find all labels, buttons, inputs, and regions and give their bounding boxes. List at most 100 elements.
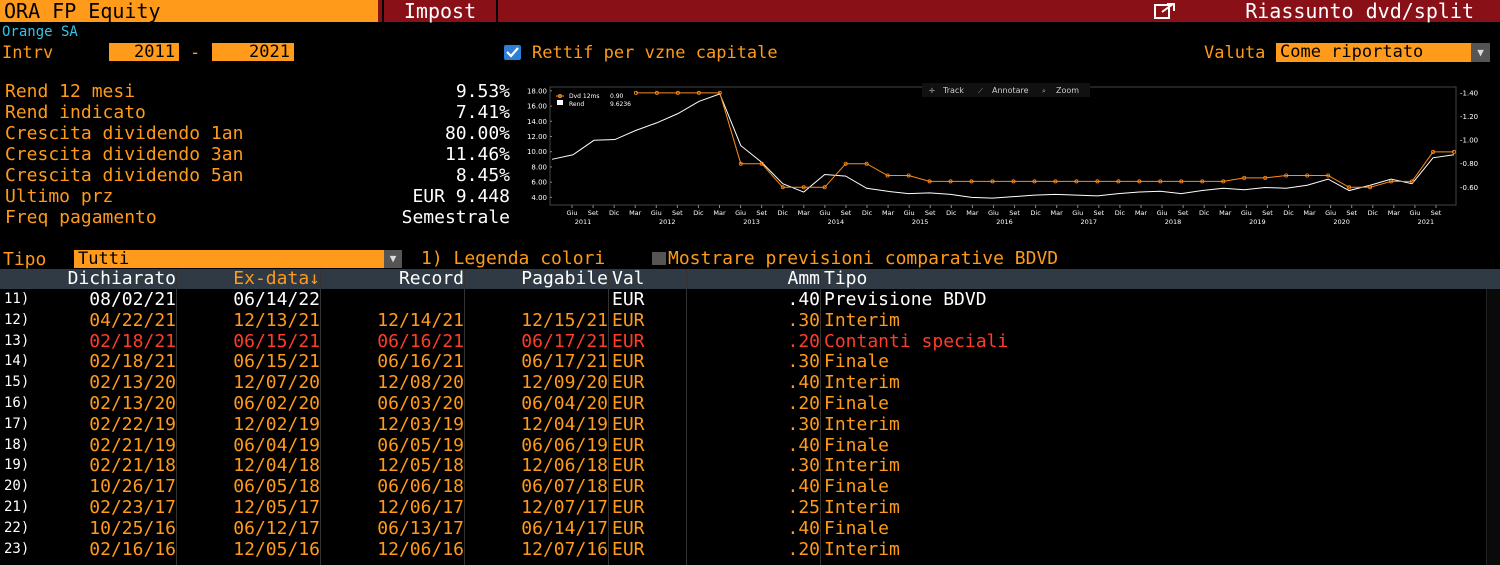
- cell-val: EUR: [612, 330, 645, 352]
- cell-dichiarato: 02/23/17: [89, 497, 176, 518]
- left-axis-tick-label: 8.00: [531, 163, 547, 171]
- chevron-down-icon[interactable]: ▼: [1471, 43, 1490, 62]
- dvd-point: [717, 90, 722, 95]
- col-record[interactable]: Record: [398, 268, 464, 289]
- month-tick-label: Dic: [1030, 209, 1041, 217]
- cell-tipo: Interim: [824, 497, 900, 518]
- table-row[interactable]: 17) 02/22/19 12/02/19 12/03/19 12/04/19 EUR .3…: [0, 414, 1484, 435]
- cell-record: 06/16/21: [377, 351, 464, 373]
- cell-pagabile: 12/04/19: [521, 413, 608, 435]
- table-row[interactable]: 16) 02/13/20 06/02/20 06/03/20 06/04/20 EUR .2…: [0, 393, 1484, 414]
- month-tick-label: Giu: [1157, 209, 1168, 217]
- dvd-point: [1431, 149, 1436, 154]
- tipo-select[interactable]: Tutti: [74, 250, 384, 268]
- cell-ex-data: 06/02/20: [233, 393, 320, 414]
- month-tick-label: Giu: [819, 209, 830, 217]
- cell-dichiarato: 08/02/21: [89, 289, 176, 310]
- table-row[interactable]: 14) 02/18/21 06/15/21 06/16/21 06/17/21 EUR .3…: [0, 351, 1484, 372]
- month-tick-label: Giu: [1325, 209, 1336, 217]
- col-dichiarato[interactable]: Dichiarato: [67, 268, 176, 289]
- cell-record: 06/05/19: [377, 434, 464, 456]
- table-row[interactable]: 21) 02/23/17 12/05/17 12/06/17 12/07/17 EUR .2…: [0, 497, 1484, 518]
- cell-dichiarato: 10/26/17: [89, 476, 176, 498]
- impost-button[interactable]: Impost: [382, 0, 498, 22]
- month-tick-label: Mar: [629, 209, 642, 217]
- table-row[interactable]: 18) 02/21/19 06/04/19 06/05/19 06/06/19 EUR .4…: [0, 435, 1484, 456]
- table-row[interactable]: 11) 08/02/21 06/14/22 EUR .40 Previsione BDVD: [0, 289, 1484, 310]
- year-tick-label: 2015: [912, 218, 929, 226]
- dvd-point: [1074, 179, 1079, 184]
- dvd-point: [1095, 179, 1100, 184]
- summary-title[interactable]: Riassunto dvd/split: [1245, 0, 1474, 23]
- col-val[interactable]: Val: [612, 268, 645, 289]
- month-tick-label: Set: [1262, 209, 1273, 217]
- month-tick-label: Dic: [778, 209, 789, 217]
- cell-pagabile: 06/14/17: [521, 517, 608, 539]
- dvd-point: [948, 179, 953, 184]
- cell-tipo: Previsione BDVD: [824, 289, 987, 310]
- table-row[interactable]: 22) 10/25/16 06/12/17 06/13/17 06/14/17 EUR .4…: [0, 518, 1484, 539]
- table-row[interactable]: 12) 04/22/21 12/13/21 12/14/21 12/15/21 EUR .3…: [0, 310, 1484, 331]
- bdvd-checkbox[interactable]: [652, 252, 666, 265]
- year-tick-label: 2013: [743, 218, 760, 226]
- dividend-chart[interactable]: 18.00 16.00 14.00 12.00 10.00 8.00 6.00 4.00 -1.…: [522, 81, 1494, 232]
- tipo-label: Tipo: [3, 249, 47, 270]
- left-axis-tick-label: 4.00: [531, 194, 547, 202]
- cell-pagabile: 12/07/17: [521, 497, 608, 518]
- col-ex-data[interactable]: Ex-data↓: [233, 268, 320, 289]
- right-axis-tick-label: -1.00: [1460, 137, 1478, 145]
- table-row[interactable]: 13) 02/18/21 06/15/21 06/16/21 06/17/21 EUR .2…: [0, 331, 1484, 352]
- valuta-select[interactable]: Come riportato: [1276, 43, 1472, 62]
- chart-toolbar[interactable]: ✛ Track ⟋ Annotare ⌕ Zoom: [922, 83, 1090, 97]
- cell-record: 06/16/21: [377, 330, 464, 352]
- stat-value: 8.45%: [455, 165, 510, 186]
- left-axis-tick-label: 6.00: [531, 179, 547, 187]
- table-row[interactable]: 23) 02/16/16 12/05/16 12/06/16 12/07/16 EUR .2…: [0, 539, 1484, 560]
- cell-val: EUR: [612, 517, 645, 539]
- scrollbar[interactable]: [1486, 289, 1500, 565]
- cell-tipo: Finale: [824, 434, 890, 456]
- chart-tool-track[interactable]: Track: [942, 86, 964, 95]
- cell-pagabile: 06/17/21: [521, 330, 608, 352]
- legend-colors-link[interactable]: 1) Legenda colori: [421, 248, 606, 269]
- table-row[interactable]: 20) 10/26/17 06/05/18 06/06/18 06/07/18 EUR .4…: [0, 476, 1484, 497]
- cell-dichiarato: 02/21/18: [89, 455, 176, 477]
- pencil-icon[interactable]: ⟋: [978, 87, 983, 95]
- dvd-point: [885, 173, 890, 178]
- dvd-point: [969, 179, 974, 184]
- dvd-point: [864, 161, 869, 166]
- left-axis-tick-label: 18.00: [527, 87, 547, 95]
- col-tipo[interactable]: Tipo: [824, 268, 868, 289]
- rettif-checkbox[interactable]: [504, 45, 521, 60]
- table-row[interactable]: 19) 02/21/18 12/04/18 12/05/18 12/06/18 EUR .3…: [0, 455, 1484, 476]
- cell-val: EUR: [612, 434, 645, 456]
- interval-to-input[interactable]: 2021: [212, 43, 294, 61]
- cell-pagabile: 12/07/16: [521, 538, 608, 560]
- cell-pagabile: 06/04/20: [521, 393, 608, 414]
- col-amm[interactable]: Amm: [787, 268, 820, 289]
- cell-ex-data: 06/15/21: [233, 351, 320, 373]
- chevron-down-icon[interactable]: ▼: [384, 250, 402, 268]
- table-row[interactable]: 15) 02/13/20 12/07/20 12/08/20 12/09/20 EUR .4…: [0, 372, 1484, 393]
- chart-tool-annotare[interactable]: Annotare: [992, 86, 1029, 95]
- month-tick-label: Dic: [1115, 209, 1126, 217]
- security-field[interactable]: ORA FP Equity: [0, 0, 378, 22]
- interval-from-input[interactable]: 2011: [109, 43, 179, 61]
- cell-record: 06/13/17: [377, 517, 464, 539]
- month-tick-label: Mar: [1135, 209, 1148, 217]
- cell-tipo: Interim: [824, 455, 900, 477]
- cell-record: 12/08/20: [377, 372, 464, 394]
- crosshair-icon[interactable]: ✛: [929, 87, 935, 95]
- cell-amm: .30: [787, 309, 820, 331]
- zoom-icon[interactable]: ⌕: [1042, 87, 1046, 95]
- col-pagabile[interactable]: Pagabile: [521, 268, 608, 289]
- left-axis-tick-label: 10.00: [527, 148, 547, 156]
- rettif-label[interactable]: Rettif per vzne capitale: [532, 43, 778, 63]
- stat-label: Crescita dividendo 1an: [5, 123, 244, 144]
- chart-tool-zoom[interactable]: Zoom: [1056, 86, 1079, 95]
- bdvd-label[interactable]: Mostrare previsioni comparative BDVD: [668, 248, 1059, 269]
- export-icon[interactable]: [1152, 2, 1178, 20]
- month-tick-label: Giu: [988, 209, 999, 217]
- dvd-point: [1263, 175, 1268, 180]
- year-tick-label: 2020: [1333, 218, 1350, 226]
